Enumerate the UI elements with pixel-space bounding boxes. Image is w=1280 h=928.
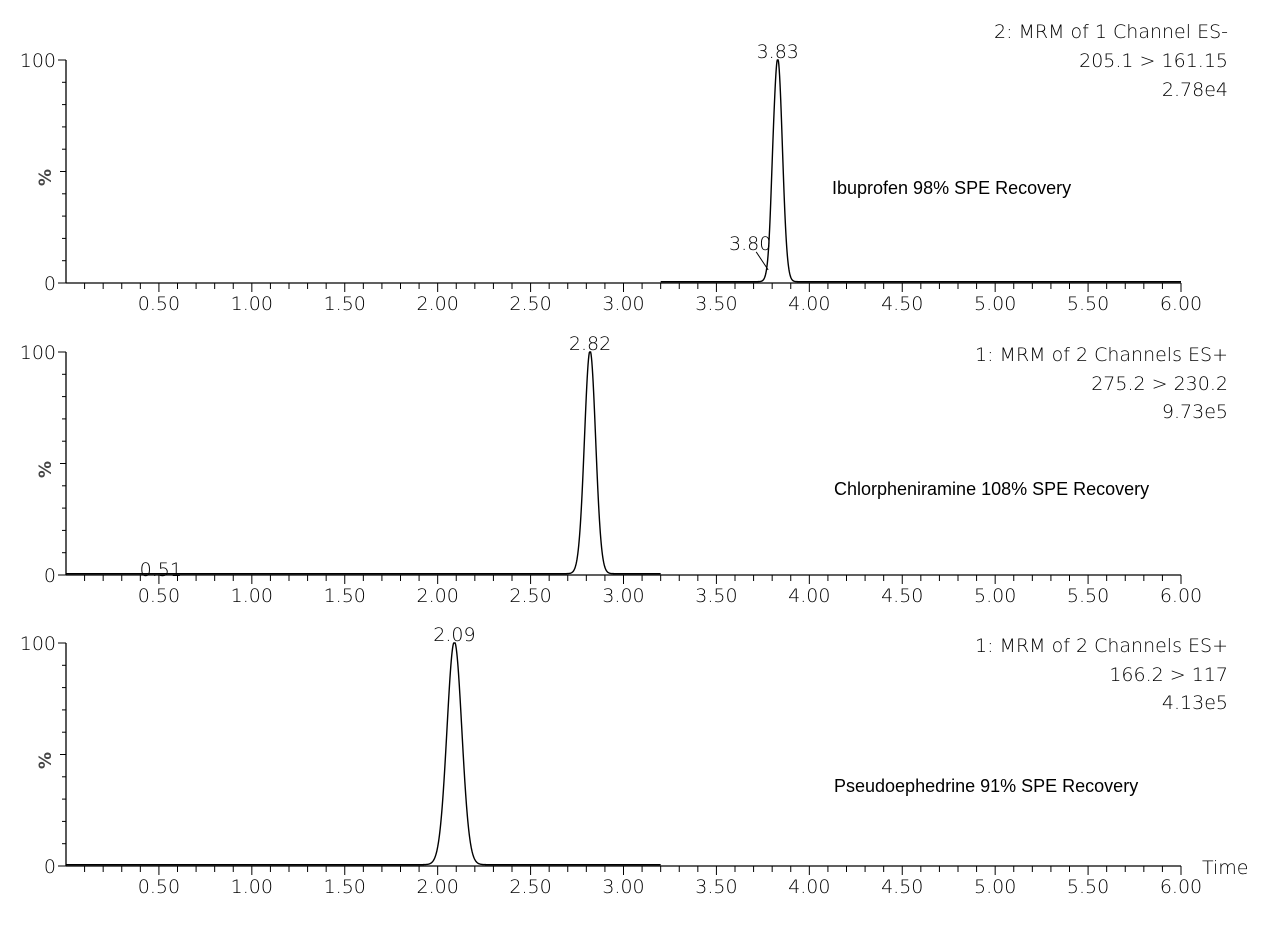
y-axis-label: % bbox=[36, 461, 56, 478]
compound-label: Ibuprofen 98% SPE Recovery bbox=[832, 178, 1071, 198]
x-tick-label: 3.00 bbox=[602, 585, 644, 607]
channel-header-line: 275.2 > 230.2 bbox=[1091, 373, 1228, 395]
x-tick-label: 2.00 bbox=[417, 585, 459, 607]
x-tick-label: 6.00 bbox=[1160, 876, 1202, 898]
x-tick-label: 3.50 bbox=[695, 876, 737, 898]
chart-panel-2: 100 0% 0.50 1.00 1.50 2.00 2.50 3.00 3.50 4.00 4.5… bbox=[20, 333, 1228, 607]
channel-header-line: 4.13e5 bbox=[1162, 692, 1228, 714]
x-tick-label: 1.50 bbox=[324, 876, 366, 898]
x-tick-label: 2.00 bbox=[417, 293, 459, 315]
x-tick-label: 0.50 bbox=[138, 876, 180, 898]
chromatogram-trace bbox=[66, 351, 661, 575]
y-tick-label-0: 0 bbox=[44, 856, 56, 878]
channel-header-line: 1: MRM of 2 Channels ES+ bbox=[975, 344, 1228, 366]
x-tick-label: 1.00 bbox=[231, 293, 273, 315]
peak-label: 2.09 bbox=[433, 624, 475, 646]
chart-panel-3: 100 0% 0.50 1.00 1.50 2.00 2.50 3.00 3.50 4.00 4.5… bbox=[20, 624, 1249, 898]
x-tick-label: 5.50 bbox=[1067, 293, 1109, 315]
channel-header-line: 1: MRM of 2 Channels ES+ bbox=[975, 635, 1228, 657]
x-tick-label: 5.00 bbox=[974, 876, 1016, 898]
x-tick-label: 1.00 bbox=[231, 876, 273, 898]
peak-label: 2.82 bbox=[569, 333, 611, 355]
channel-header-line: 2: MRM of 1 Channel ES- bbox=[994, 21, 1228, 43]
x-tick-label: 2.50 bbox=[509, 293, 551, 315]
peak-label: 0.51 bbox=[140, 559, 182, 581]
y-tick-label-0: 0 bbox=[44, 273, 56, 295]
x-tick-label: 2.50 bbox=[509, 876, 551, 898]
x-tick-label: 6.00 bbox=[1160, 293, 1202, 315]
x-tick-label: 4.00 bbox=[788, 585, 830, 607]
x-tick-label: 5.00 bbox=[974, 585, 1016, 607]
x-axis-label: Time bbox=[1202, 857, 1249, 879]
x-tick-label: 5.00 bbox=[974, 293, 1016, 315]
chromatogram-trace bbox=[660, 59, 1181, 283]
x-tick-label: 2.00 bbox=[417, 876, 459, 898]
x-tick-label: 4.50 bbox=[881, 876, 923, 898]
channel-header-line: 166.2 > 117 bbox=[1109, 664, 1228, 686]
peak-label: 3.80 bbox=[729, 233, 771, 255]
x-tick-label: 3.00 bbox=[602, 293, 644, 315]
x-tick-label: 4.00 bbox=[788, 876, 830, 898]
x-tick-label: 1.00 bbox=[231, 585, 273, 607]
y-axis-label: % bbox=[36, 169, 56, 186]
compound-label: Chlorpheniramine 108% SPE Recovery bbox=[834, 479, 1149, 499]
x-tick-label: 6.00 bbox=[1160, 585, 1202, 607]
x-tick-label: 0.50 bbox=[138, 585, 180, 607]
x-tick-label: 2.50 bbox=[509, 585, 551, 607]
channel-header-line: 2.78e4 bbox=[1162, 79, 1228, 101]
y-tick-label-100: 100 bbox=[20, 342, 56, 364]
x-tick-label: 5.50 bbox=[1067, 876, 1109, 898]
x-tick-label: 1.50 bbox=[324, 585, 366, 607]
x-tick-label: 0.50 bbox=[138, 293, 180, 315]
y-tick-label-0: 0 bbox=[44, 565, 56, 587]
peak-label: 3.83 bbox=[757, 41, 799, 63]
x-tick-label: 3.50 bbox=[695, 293, 737, 315]
compound-label: Pseudoephedrine 91% SPE Recovery bbox=[834, 776, 1138, 796]
y-tick-label-100: 100 bbox=[20, 50, 56, 72]
chromatogram-trace bbox=[66, 642, 661, 866]
chart-panel-1: 100 0% 0.50 1.00 1.50 2.00 2.50 3.00 3.50 4.00 4.5… bbox=[20, 21, 1228, 315]
x-tick-label: 4.50 bbox=[881, 585, 923, 607]
x-tick-label: 3.50 bbox=[695, 585, 737, 607]
y-tick-label-100: 100 bbox=[20, 633, 56, 655]
peak-label-leader bbox=[755, 251, 769, 271]
x-tick-label: 3.00 bbox=[602, 876, 644, 898]
channel-header-line: 205.1 > 161.15 bbox=[1079, 50, 1228, 72]
x-tick-label: 1.50 bbox=[324, 293, 366, 315]
x-tick-label: 4.00 bbox=[788, 293, 830, 315]
x-tick-label: 4.50 bbox=[881, 293, 923, 315]
x-tick-label: 5.50 bbox=[1067, 585, 1109, 607]
channel-header-line: 9.73e5 bbox=[1162, 401, 1228, 423]
y-axis-label: % bbox=[36, 752, 56, 769]
